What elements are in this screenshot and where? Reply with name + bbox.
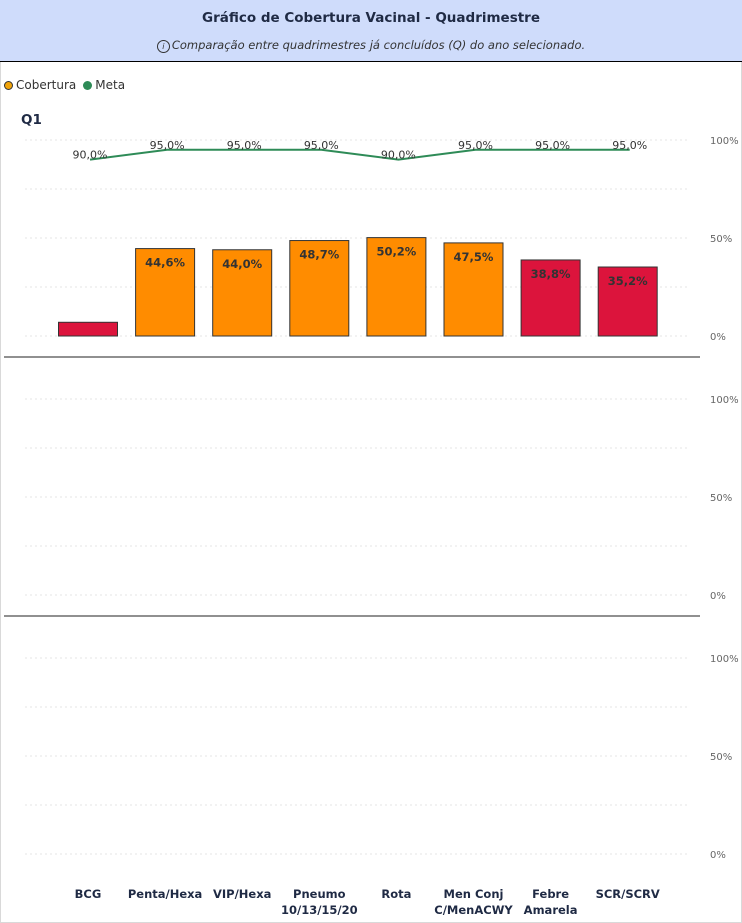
bar-scr-scrv bbox=[597, 266, 658, 337]
x-tick-label: C/MenACWY bbox=[434, 903, 513, 917]
x-tick-label: 10/13/15/20 bbox=[281, 903, 358, 917]
x-tick-label: Men Conj bbox=[444, 887, 504, 901]
meta-data-label: 95,0% bbox=[535, 139, 570, 152]
panel-label-q1: Q1 bbox=[21, 112, 42, 128]
bar-rota bbox=[366, 237, 427, 337]
meta-data-label: 95,0% bbox=[304, 139, 339, 152]
bar-data-label: 35,2% bbox=[608, 274, 648, 288]
meta-data-label: 95,0% bbox=[612, 139, 647, 152]
x-tick-label: Pneumo bbox=[293, 887, 346, 901]
y-tick-label: 0% bbox=[710, 591, 726, 602]
x-tick-label: SCR/SCRV bbox=[596, 887, 660, 901]
meta-data-label: 95,0% bbox=[227, 139, 262, 152]
bar-data-label: 47,5% bbox=[454, 250, 494, 264]
y-tick-label: 50% bbox=[710, 752, 732, 763]
info-icon[interactable]: i bbox=[156, 40, 170, 53]
x-tick-label: Febre bbox=[532, 887, 569, 901]
meta-data-label: 95,0% bbox=[150, 139, 185, 152]
chart-title: Gráfico de Cobertura Vacinal - Quadrimes… bbox=[201, 10, 540, 26]
bar-men-conj-c-menacwy bbox=[443, 242, 504, 337]
x-tick-label: Rota bbox=[381, 887, 411, 901]
legend-label-meta: Meta bbox=[95, 78, 126, 92]
x-tick-label: Penta/Hexa bbox=[128, 887, 202, 901]
legend-swatch-meta bbox=[83, 80, 93, 90]
legend-item-meta[interactable]: Meta bbox=[83, 78, 125, 92]
y-tick-label: 50% bbox=[710, 234, 732, 245]
bar-data-label: 50,2% bbox=[376, 245, 416, 259]
y-tick-label: 100% bbox=[710, 395, 739, 406]
meta-data-label: 95,0% bbox=[458, 139, 493, 152]
legend-label-cobertura: Cobertura bbox=[16, 78, 77, 92]
meta-data-label: 90,0% bbox=[73, 149, 108, 162]
bar-data-label: 44,0% bbox=[222, 257, 262, 271]
legend-item-cobertura[interactable]: Cobertura bbox=[4, 78, 76, 92]
chart-subtitle: i Comparação entre quadrimestres já concl… bbox=[0, 38, 742, 53]
x-tick-label: BCG bbox=[75, 887, 102, 901]
x-tick-label: VIP/Hexa bbox=[213, 887, 271, 901]
y-tick-label: 50% bbox=[710, 493, 732, 504]
meta-line bbox=[89, 148, 630, 161]
legend: Cobertura Meta bbox=[4, 78, 132, 92]
bar-pneumo-10-13-15-20 bbox=[289, 240, 350, 337]
bar-data-label: 44,6% bbox=[145, 256, 185, 270]
bar-vip-hexa bbox=[212, 249, 273, 337]
subtitle-text: Comparação entre quadrimestres já conclu… bbox=[171, 38, 586, 52]
x-tick-label: Amarela bbox=[524, 903, 578, 917]
meta-data-label: 90,0% bbox=[381, 149, 416, 162]
y-tick-label: 100% bbox=[710, 136, 739, 147]
chart-header: Gráfico de Cobertura Vacinal - Quadrimes… bbox=[0, 0, 742, 62]
bar-febre-amarela bbox=[520, 259, 581, 337]
y-tick-label: 0% bbox=[710, 332, 726, 343]
legend-swatch-cobertura bbox=[4, 80, 13, 90]
y-tick-label: 0% bbox=[710, 850, 726, 861]
y-tick-label: 100% bbox=[710, 654, 739, 665]
bar-data-label: 48,7% bbox=[299, 248, 339, 262]
bar-penta-hexa bbox=[135, 248, 196, 337]
bar-bcg bbox=[58, 321, 118, 337]
bar-data-label: 38,8% bbox=[531, 267, 571, 281]
